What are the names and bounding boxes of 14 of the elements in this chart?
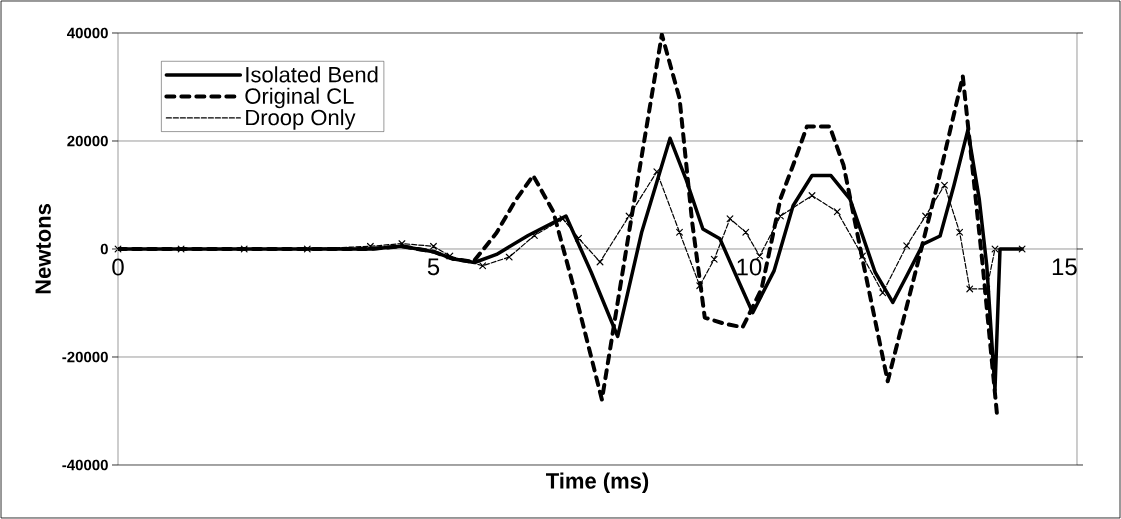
- y-tick-label: 40000: [66, 27, 108, 39]
- x-tick-label: 0: [112, 258, 124, 276]
- legend-label: Droop Only: [246, 109, 356, 130]
- y-tick-label: 20000: [67, 135, 108, 147]
- legend-label: Original CL: [245, 87, 354, 109]
- x-tick-label: 5: [427, 258, 440, 276]
- y-axis-title: Newtons: [35, 204, 51, 294]
- y-tick-label: -40000: [62, 459, 108, 471]
- y-tick-label: -20000: [62, 351, 108, 363]
- x-axis-title: Time (ms): [546, 472, 649, 494]
- legend-label: Isolated Bend: [246, 66, 378, 83]
- y-tick-label: 0: [100, 243, 108, 255]
- x-tick-label: 10: [737, 258, 762, 276]
- x-tick-label: 15: [1052, 258, 1077, 276]
